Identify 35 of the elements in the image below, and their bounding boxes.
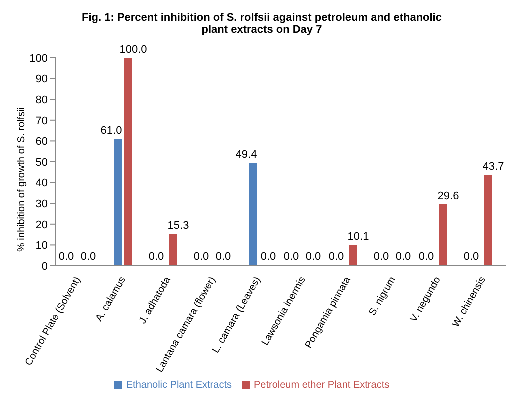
data-label: 100.0 [120,44,148,56]
chart-title: Fig. 1: Percent inhibition of S. rolfsii against petroleum and ethanolic plant extracts on Day 7 [81,11,443,36]
y-axis-title: % inhibition of growth of S. rolfsii [16,107,28,252]
y-tick-label: 60 [36,136,48,148]
data-label: 0.0 [374,251,390,263]
data-label: 0.0 [464,251,480,263]
data-label: 0.0 [396,251,412,263]
data-label: 61.0 [100,125,122,138]
y-tick-label: 30 [36,198,48,211]
data-label: 0.0 [306,251,322,263]
y-tick-label: 70 [36,115,48,128]
y-tick-label: 10 [36,240,48,252]
data-label: 10.1 [348,230,370,243]
y-tick-label: 80 [36,94,48,107]
data-label: 49.4 [236,149,258,162]
data-label: 0.0 [194,251,210,263]
data-label: 0.0 [284,251,300,263]
data-label: 0.0 [216,251,232,263]
y-tick-label: 20 [36,219,48,232]
y-tick-label: 50 [36,156,48,169]
data-label: 0.0 [418,251,434,263]
y-tick-label: 40 [36,178,48,190]
y-tick-label: 100 [30,52,48,65]
data-label: 0.0 [328,251,344,263]
data-label: 43.7 [482,161,504,174]
legend-label: Petroleum ether Plant Extracts [254,380,390,391]
data-label: 0.0 [260,251,276,263]
y-tick-label: 90 [36,74,48,86]
data-label: 0.0 [80,251,96,263]
y-tick-label: 0 [42,260,48,273]
data-label: 29.6 [438,190,460,202]
data-label: 15.3 [168,220,190,232]
legend-label: Ethanolic Plant Extracts [126,380,232,391]
data-label: 0.0 [148,251,164,263]
data-label: 0.0 [58,251,74,263]
